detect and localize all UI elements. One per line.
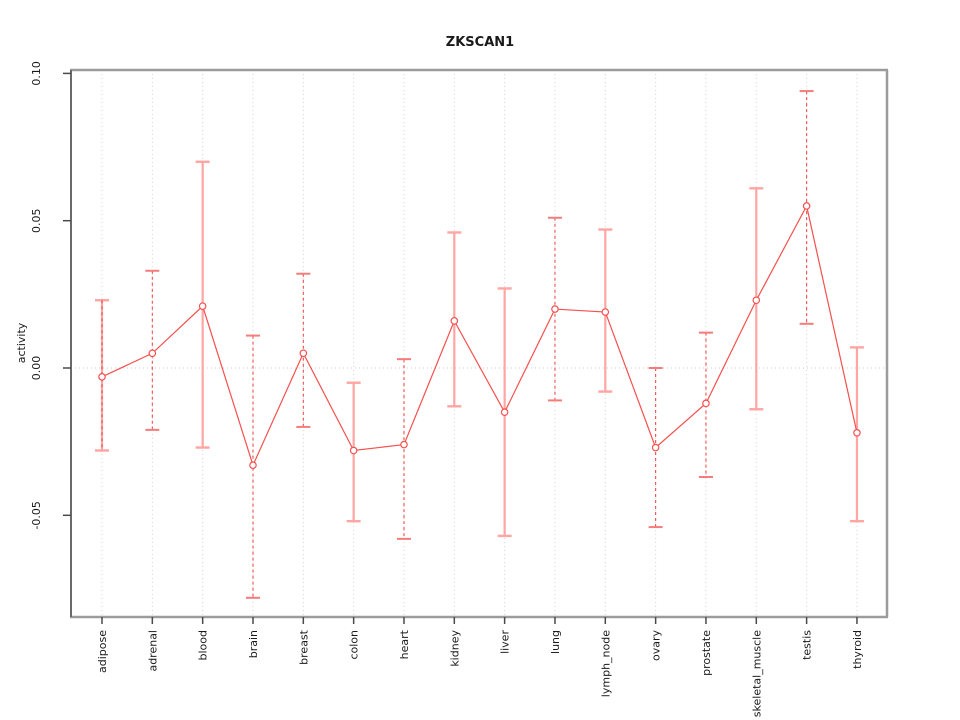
x-label-kidney: kidney: [448, 630, 461, 667]
x-label-heart: heart: [398, 629, 411, 659]
point-lung: [551, 305, 559, 313]
point-heart: [400, 440, 408, 449]
point-blood: [198, 302, 207, 310]
point-thyroid: [853, 429, 861, 437]
x-label-testis: testis: [801, 630, 814, 660]
point-ovary: [651, 443, 660, 452]
point-kidney: [450, 317, 459, 325]
point-liver: [500, 408, 509, 416]
point-adipose: [98, 373, 106, 381]
point-prostate: [702, 399, 710, 408]
x-label-thyroid: thyroid: [851, 630, 864, 669]
y-tick-label-0.05: 0.05: [30, 208, 43, 233]
point-adrenal: [148, 349, 157, 358]
point-lymph_node: [601, 308, 610, 316]
y-tick-label-0.10: 0.10: [30, 61, 43, 86]
y-tick-label-0.00: 0.00: [30, 356, 43, 381]
x-label-brain: brain: [247, 630, 260, 658]
point-skeletal_muscle: [752, 296, 761, 305]
x-label-lung: lung: [549, 630, 562, 654]
x-label-adipose: adipose: [96, 630, 109, 673]
x-label-liver: liver: [499, 630, 512, 654]
activity-line: [101, 204, 858, 467]
point-breast: [299, 349, 308, 358]
x-label-prostate: prostate: [700, 630, 713, 676]
point-brain: [249, 461, 257, 470]
x-label-adrenal: adrenal: [146, 630, 159, 672]
x-label-blood: blood: [197, 630, 210, 660]
y-axis-label: activity: [15, 322, 28, 363]
point-testis: [802, 202, 811, 210]
point-colon: [349, 446, 358, 455]
x-label-lymph_node: lymph_node: [599, 630, 612, 697]
x-label-breast: breast: [297, 629, 310, 665]
y-tick-label--0.05: -0.05: [30, 501, 43, 529]
x-label-skeletal_muscle: skeletal_muscle: [750, 630, 763, 717]
x-label-colon: colon: [348, 630, 361, 660]
x-label-ovary: ovary: [650, 630, 663, 662]
chart-title: ZKSCAN1: [446, 35, 514, 50]
